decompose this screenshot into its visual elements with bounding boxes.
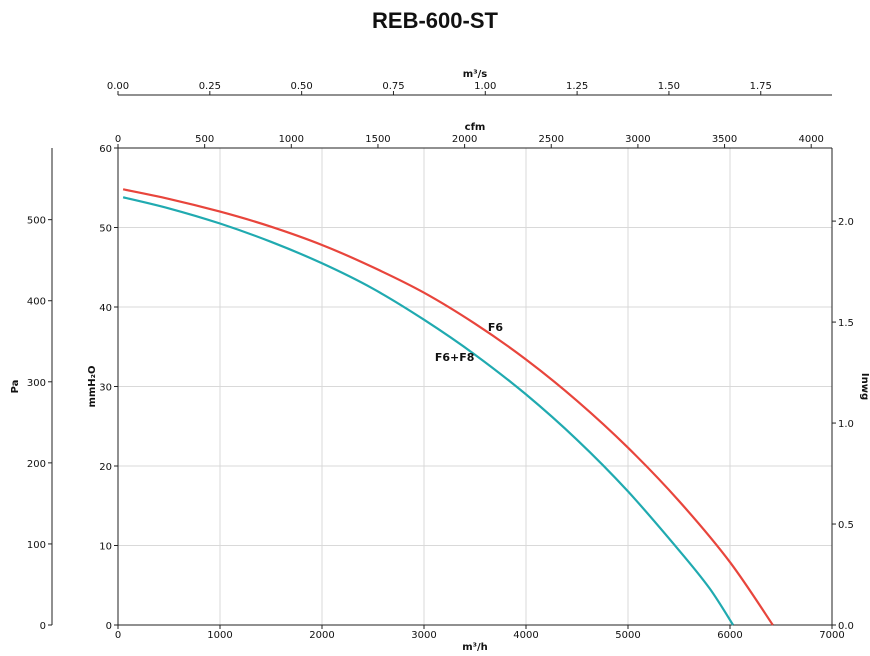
- mmh2o-tick-label: 60: [99, 144, 112, 155]
- cfm-tick-label: 3500: [712, 134, 737, 145]
- series-label-f6: F6: [488, 321, 504, 334]
- m3s-tick-label: 1.25: [566, 81, 588, 92]
- m3s-tick-label: 1.75: [750, 81, 772, 92]
- x-axis-label: m³/h: [462, 642, 488, 653]
- bottom-tick-label: 0: [115, 630, 121, 641]
- pa-tick-label: 300: [27, 378, 46, 389]
- curves: F6 F6+F8: [122, 188, 774, 626]
- bottom-tick-label: 4000: [513, 630, 538, 641]
- m3s-tick-label: 0.00: [107, 81, 129, 92]
- m3s-tick-label: 1.50: [658, 81, 680, 92]
- cfm-tick-label: 3000: [625, 134, 650, 145]
- pa-tick-label: 100: [27, 540, 46, 551]
- bottom-tick-label: 1000: [207, 630, 232, 641]
- cfm-tick-label: 4000: [798, 134, 823, 145]
- chart-title: REB-600-ST: [372, 8, 498, 33]
- m3s-tick-label: 0.25: [199, 81, 221, 92]
- m3s-tick-label: 0.75: [382, 81, 404, 92]
- grid: [118, 148, 832, 625]
- axes: [48, 91, 836, 629]
- series-line-f6-f8: [122, 196, 735, 626]
- pa-tick-label: 500: [27, 216, 46, 227]
- cfm-tick-label: 2000: [452, 134, 477, 145]
- bottom-tick-label: 3000: [411, 630, 436, 641]
- series-label-f6-f8: F6+F8: [435, 351, 475, 364]
- m3s-tick-label: 0.50: [291, 81, 313, 92]
- cfm-tick-label: 500: [195, 134, 214, 145]
- bottom-tick-label: 5000: [615, 630, 640, 641]
- mmh2o-tick-label: 20: [99, 462, 112, 473]
- bottom-tick-label: 6000: [717, 630, 742, 641]
- cfm-axis-label: cfm: [465, 122, 486, 133]
- pa-tick-label: 200: [27, 459, 46, 470]
- cfm-tick-label: 1000: [279, 134, 304, 145]
- mmh2o-tick-label: 30: [99, 383, 112, 394]
- pa-tick-label: 0: [40, 621, 46, 632]
- pa-tick-label: 400: [27, 297, 46, 308]
- inwg-tick-label: 2.0: [838, 217, 854, 228]
- axis-labels: m³/h cfm m³/s mmH₂O Pa Inwg: [10, 69, 870, 653]
- inwg-tick-label: 1.0: [838, 419, 854, 430]
- mmh2o-tick-label: 10: [99, 542, 112, 553]
- inwg-tick-label: 1.5: [838, 318, 854, 329]
- cfm-tick-label: 2500: [539, 134, 564, 145]
- bottom-tick-label: 2000: [309, 630, 334, 641]
- pa-axis-label: Pa: [10, 380, 21, 394]
- cfm-tick-label: 0: [115, 134, 121, 145]
- inwg-tick-label: 0.0: [838, 621, 854, 632]
- mmh2o-tick-label: 0: [106, 621, 112, 632]
- inwg-tick-label: 0.5: [838, 520, 854, 531]
- m3s-tick-label: 1.00: [474, 81, 496, 92]
- m3s-axis-label: m³/s: [463, 69, 487, 80]
- bottom-tick-label: 7000: [819, 630, 844, 641]
- series-line-f6: [122, 188, 774, 626]
- mmh2o-tick-label: 40: [99, 303, 112, 314]
- mmh2o-axis-label: mmH₂O: [87, 365, 98, 407]
- inwg-axis-label: Inwg: [859, 373, 870, 400]
- cfm-tick-label: 1500: [365, 134, 390, 145]
- mmh2o-tick-label: 50: [99, 224, 112, 235]
